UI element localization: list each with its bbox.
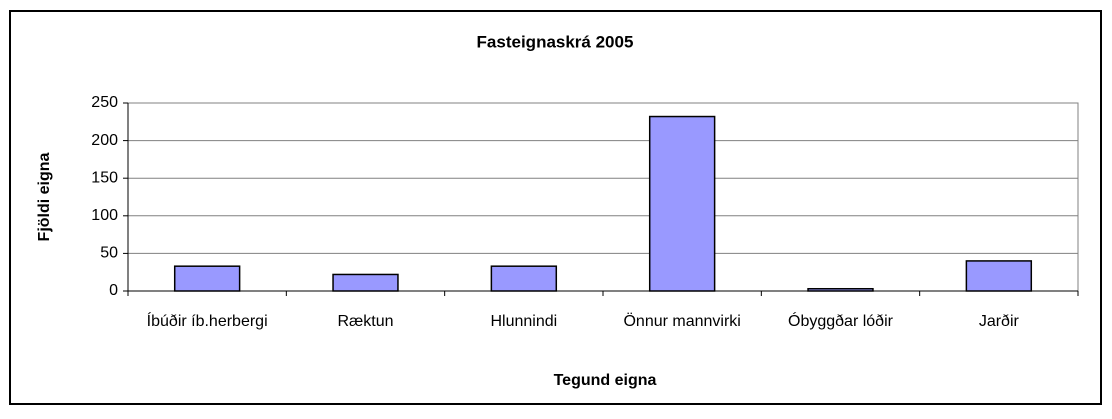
- plot-area: [127, 102, 1079, 292]
- x-tick-label: Ræktun: [337, 313, 393, 330]
- bar: [490, 265, 558, 292]
- bar: [332, 273, 399, 292]
- x-tick-label: Jarðir: [979, 313, 1020, 330]
- bar: [807, 287, 874, 292]
- chart-title: Fasteignaskrá 2005: [477, 32, 634, 51]
- y-tick-label: 0: [109, 282, 118, 299]
- x-tick-label: Óbyggðar lóðir: [788, 311, 894, 330]
- y-tick-label: 150: [91, 169, 118, 186]
- bar: [648, 115, 716, 292]
- bar: [173, 265, 241, 292]
- y-tick-label: 200: [91, 132, 118, 149]
- x-tick-label: Íbúðir íb.herbergi: [147, 311, 268, 330]
- y-tick-label: 250: [91, 94, 118, 111]
- y-tick-label: 50: [100, 245, 118, 262]
- x-axis-label: Tegund eigna: [554, 372, 657, 389]
- x-tick-label: Önnur mannvirki: [623, 312, 740, 330]
- bar: [965, 260, 1033, 292]
- x-tick-label: Hlunnindi: [490, 313, 557, 330]
- y-tick-label: 100: [91, 207, 118, 224]
- y-axis-label: Fjöldi eigna: [36, 152, 53, 241]
